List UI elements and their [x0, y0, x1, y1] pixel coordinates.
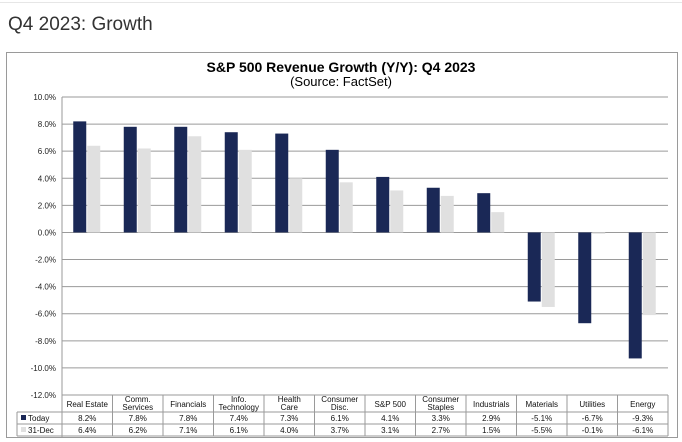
bar-31-dec — [87, 145, 101, 233]
bar-today — [174, 126, 188, 233]
table-value: 1.5% — [482, 426, 500, 435]
category-label: Health — [278, 395, 301, 404]
y-tick-label: 0.0% — [38, 228, 56, 237]
category-label: Materials — [526, 400, 558, 409]
bar-31-dec — [541, 232, 555, 307]
category-label: Staples — [427, 403, 454, 412]
table-value: 4.1% — [381, 414, 399, 423]
table-value: 6.2% — [129, 426, 147, 435]
table-value: 8.2% — [78, 414, 96, 423]
bar-31-dec — [491, 212, 505, 233]
bar-31-dec — [390, 190, 404, 233]
category-label: Disc. — [331, 403, 349, 412]
bar-today — [477, 193, 491, 233]
legend-label: 31-Dec — [28, 426, 54, 435]
bar-today — [426, 187, 440, 233]
y-tick-label: -4.0% — [35, 283, 56, 292]
chart-title: S&P 500 Revenue Growth (Y/Y): Q4 2023 — [206, 59, 476, 75]
bar-31-dec — [188, 136, 202, 233]
table-value: 7.3% — [280, 414, 298, 423]
bar-31-dec — [440, 195, 454, 233]
gridlines — [61, 96, 668, 438]
bar-31-dec — [592, 232, 606, 234]
chart-frame — [6, 52, 678, 438]
y-tick-label: -6.0% — [35, 310, 56, 319]
category-label: Utilities — [579, 400, 605, 409]
table-value: -0.1% — [582, 426, 603, 435]
table-value: 7.1% — [179, 426, 197, 435]
table-value: 7.8% — [179, 414, 197, 423]
chart-subtitle: (Source: FactSet) — [290, 74, 392, 89]
table-value: -9.3% — [632, 414, 653, 423]
y-tick-label: -8.0% — [35, 337, 56, 346]
y-axis-ticks: 10.0% 8.0% 6.0% 4.0% 2.0% 0.0% -2.0% -4.0% -6.0%… — [31, 93, 56, 400]
y-tick-label: 2.0% — [38, 201, 56, 210]
table-value: 6.1% — [230, 426, 248, 435]
top-divider — [0, 2, 682, 3]
category-label: Consumer — [321, 395, 358, 404]
table-value: 3.7% — [331, 426, 349, 435]
table-value: 2.7% — [432, 426, 450, 435]
table-value: 3.3% — [432, 414, 450, 423]
y-tick-label: -2.0% — [35, 256, 56, 265]
table-value: -5.5% — [531, 426, 552, 435]
bar-today — [275, 133, 289, 233]
category-label: Financials — [170, 400, 206, 409]
bar-today — [325, 149, 339, 233]
bars — [73, 121, 656, 359]
bar-31-dec — [238, 149, 252, 233]
y-tick-label: 10.0% — [33, 93, 56, 102]
legend-label: Today — [28, 414, 49, 423]
category-label: Care — [281, 403, 299, 412]
bar-today — [73, 121, 87, 233]
table-value: 6.1% — [331, 414, 349, 423]
bar-today — [527, 232, 541, 302]
y-tick-label: 8.0% — [38, 120, 56, 129]
page-heading: Q4 2023: Growth — [8, 14, 153, 35]
category-label: Comm. — [125, 395, 151, 404]
category-label: Services — [122, 403, 153, 412]
category-label: Technology — [219, 403, 259, 412]
y-tick-label: 6.0% — [38, 147, 56, 156]
category-label: S&P 500 — [375, 400, 407, 409]
category-label: Real Estate — [67, 400, 109, 409]
y-tick-label: -12.0% — [31, 391, 56, 400]
bar-31-dec — [289, 178, 303, 233]
table-value: -5.1% — [531, 414, 552, 423]
table-value: -6.1% — [632, 426, 653, 435]
table-value: 7.4% — [230, 414, 248, 423]
table-value: 3.1% — [381, 426, 399, 435]
bar-today — [123, 126, 137, 233]
bar-31-dec — [137, 148, 151, 233]
bar-today — [376, 176, 390, 233]
y-tick-label: 4.0% — [38, 174, 56, 183]
bar-31-dec — [339, 182, 353, 233]
legend-swatch — [21, 415, 26, 420]
table-value: -6.7% — [582, 414, 603, 423]
table-value: 6.4% — [78, 426, 96, 435]
bar-today — [578, 232, 592, 324]
category-label: Consumer — [422, 395, 459, 404]
y-tick-label: -10.0% — [31, 364, 56, 373]
bar-31-dec — [642, 232, 656, 316]
bar-today — [628, 232, 642, 359]
category-label: Energy — [630, 400, 655, 409]
table-value: 2.9% — [482, 414, 500, 423]
table-value: 7.8% — [129, 414, 147, 423]
table-value: 4.0% — [280, 426, 298, 435]
category-label: Industrials — [473, 400, 509, 409]
category-label: Info. — [231, 395, 247, 404]
bar-today — [224, 132, 238, 233]
legend-swatch — [21, 427, 26, 432]
